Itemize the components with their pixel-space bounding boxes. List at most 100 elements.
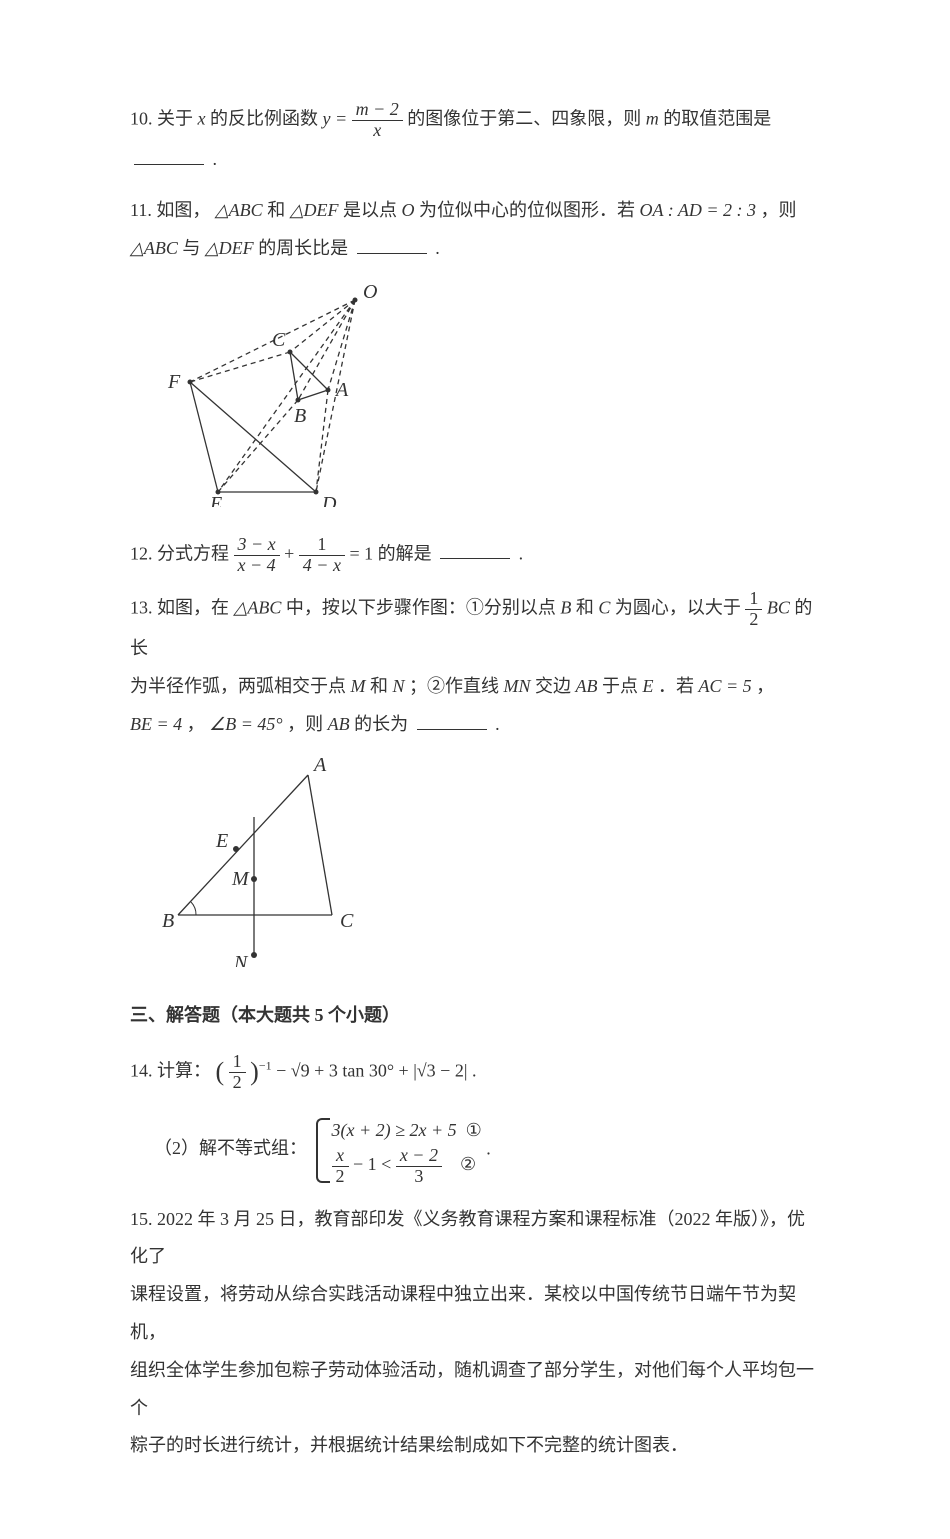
tri-def2: △DEF — [205, 238, 254, 258]
svg-text:A: A — [312, 757, 327, 776]
q14b-period: . — [486, 1138, 491, 1158]
q12-f2d: 4 − x — [299, 555, 345, 576]
tag-1: ① — [466, 1120, 482, 1140]
ac-eq: AC = 5 — [699, 676, 752, 696]
ineq2-left: x 2 — [332, 1146, 349, 1187]
q14-plus2: + — [399, 1060, 409, 1080]
exam-page: 10. 关于 x 的反比例函数 y = m − 2 x 的图像位于第二、四象限，… — [0, 0, 950, 1539]
seg-MN: MN — [504, 676, 531, 696]
pt-M: M — [351, 676, 366, 696]
i2rd: 3 — [396, 1166, 442, 1187]
be-eq: BE = 4 — [130, 714, 182, 734]
q13-comma: ， — [756, 676, 774, 696]
q13-step2: ；②作直线 — [409, 676, 499, 696]
q13-mid4: 于点 — [602, 676, 638, 696]
ineq2-mid: − 1 < — [353, 1154, 391, 1174]
q10-text3: 的图像位于第二、四象限，则 — [407, 108, 641, 128]
q14-tan: tan 30° — [342, 1060, 394, 1080]
tri-abc2: △ABC — [130, 238, 178, 258]
question-10: 10. 关于 x 的反比例函数 y = m − 2 x 的图像位于第二、四象限，… — [130, 100, 820, 178]
q11-blank[interactable] — [357, 253, 427, 254]
question-15: 15. 2022 年 3 月 25 日，教育部印发《义务教育课程方案和课程标准（… — [130, 1201, 820, 1466]
q12-frac1: 3 − x x − 4 — [234, 535, 280, 576]
abs-close-icon: | — [464, 1060, 468, 1080]
pt-B: B — [560, 598, 571, 618]
q10-text2: 的反比例函数 — [210, 108, 318, 128]
q13-blank[interactable] — [417, 729, 487, 730]
q10-fraction: m − 2 x — [352, 100, 403, 141]
q12-blank[interactable] — [440, 558, 510, 559]
svg-text:N: N — [233, 952, 249, 967]
q13-tail: 的长为 — [354, 714, 408, 734]
q13-then: ，则 — [287, 714, 323, 734]
q11-and: 和 — [267, 200, 285, 220]
q12-f1n: 3 − x — [234, 535, 280, 555]
svg-text:B: B — [294, 405, 306, 427]
inequality-system: 3(x + 2) ≥ 2x + 5 ① x 2 − 1 < x − 2 3 ② — [312, 1114, 482, 1187]
seg-AB2: AB — [328, 714, 350, 734]
q14b-label: （2）解不等式组： — [154, 1138, 307, 1158]
q13-prefix: 13. 如图，在 — [130, 598, 229, 618]
q14-frac: 1 2 — [229, 1052, 246, 1093]
half-num: 1 — [745, 589, 762, 609]
q13-intro: 中，按以下步骤作图：①分别以点 — [286, 598, 556, 618]
pt-E: E — [643, 676, 654, 696]
q10-text4: 的取值范围是 — [663, 108, 771, 128]
q12-f2n: 1 — [299, 535, 345, 555]
question-12: 12. 分式方程 3 − x x − 4 + 1 4 − x = 1 的解是 . — [130, 535, 820, 576]
question-11: 11. 如图， △ABC 和 △DEF 是以点 O 为位似中心的位似图形．若 O… — [130, 192, 820, 268]
q13-and2: 和 — [370, 676, 388, 696]
q15-l3: 组织全体学生参加包粽子劳动体验活动，随机调查了部分学生，对他们每个人平均包一个 — [130, 1360, 814, 1418]
q12-frac2: 1 4 − x — [299, 535, 345, 576]
ineq1: 3(x + 2) ≥ 2x + 5 — [332, 1120, 457, 1140]
q13-period1: ．若 — [658, 676, 694, 696]
q10-frac-num: m − 2 — [352, 100, 403, 120]
i2rn: x − 2 — [396, 1146, 442, 1166]
q13-comma2: ， — [187, 714, 205, 734]
q10-text: 10. 关于 — [130, 108, 193, 128]
q15-l4: 粽子的时长进行统计，并根据统计结果绘制成如下不完整的统计图表． — [130, 1435, 688, 1455]
q14-fd: 2 — [229, 1072, 246, 1093]
q14-minus: − — [276, 1060, 286, 1080]
q15-l2: 课程设置，将劳动从综合实践活动课程中独立出来．某校以中国传统节日端午节为契机， — [130, 1284, 796, 1342]
q12-prefix: 12. 分式方程 — [130, 543, 229, 563]
q12-eq: = 1 — [349, 543, 373, 563]
q13-end: . — [495, 714, 500, 734]
q10-period: . — [213, 149, 218, 169]
q14-fn: 1 — [229, 1052, 246, 1072]
abs-inner: √3 − 2 — [417, 1060, 464, 1080]
question-14-part2: （2）解不等式组： 3(x + 2) ≥ 2x + 5 ① x 2 − 1 < … — [130, 1114, 820, 1187]
svg-text:E: E — [209, 493, 222, 507]
q11-prefix: 11. 如图， — [130, 200, 210, 220]
q11-perim: 的周长比是 — [258, 238, 348, 258]
var-m: m — [646, 108, 659, 128]
q14-period: . — [472, 1060, 477, 1080]
svg-text:B: B — [162, 910, 174, 932]
q11-with: 与 — [182, 238, 200, 258]
svg-text:M: M — [231, 868, 250, 890]
svg-text:A: A — [334, 379, 349, 401]
seg-BC: BC — [767, 598, 790, 618]
rparen-icon: ) — [250, 1057, 259, 1086]
q10-blank[interactable] — [134, 164, 204, 165]
q12-period: . — [519, 543, 524, 563]
ineq2-right: x − 2 3 — [396, 1146, 442, 1187]
q12-plus: + — [284, 543, 294, 563]
question-13: 13. 如图，在 △ABC 中，按以下步骤作图：①分别以点 B 和 C 为圆心，… — [130, 589, 820, 743]
q11-ratio: OA : AD = 2 : 3 — [640, 200, 756, 220]
q13-and: 和 — [576, 598, 594, 618]
q13-figure: A B C EM N — [160, 757, 820, 981]
tri-abc: △ABC — [215, 200, 263, 220]
q12-f1d: x − 4 — [234, 555, 280, 576]
section-3-heading: 三、解答题（本大题共 5 个小题） — [130, 997, 820, 1035]
q13-l2a: 为半径作弧，两弧相交于点 — [130, 676, 346, 696]
q10-frac-den: x — [352, 120, 403, 141]
svg-text:C: C — [272, 329, 286, 351]
seg-AB: AB — [576, 676, 598, 696]
q11-period: . — [435, 238, 440, 258]
var-x: x — [198, 108, 206, 128]
q11-mid1: 是以点 — [343, 200, 397, 220]
svg-text:C: C — [340, 910, 354, 932]
svg-text:E: E — [215, 830, 228, 852]
point-O: O — [402, 200, 415, 220]
